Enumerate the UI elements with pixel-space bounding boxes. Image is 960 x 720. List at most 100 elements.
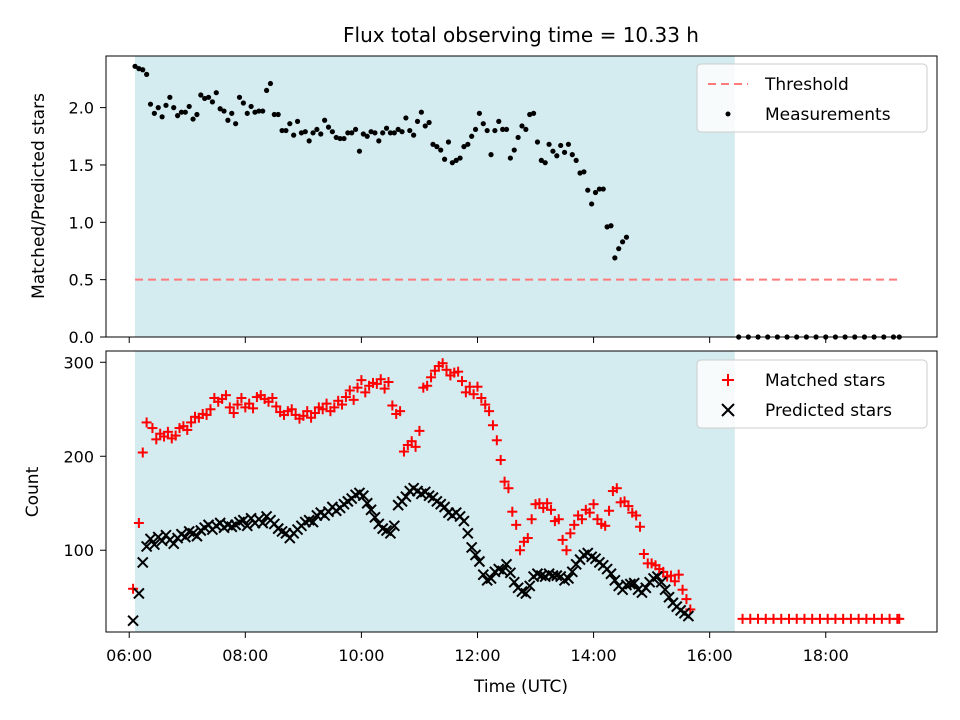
top-y-tick-label: 1.5	[69, 156, 94, 175]
predicted-star-stroke	[257, 517, 269, 529]
predicted-star-point	[551, 569, 563, 582]
predicted-star-stroke	[551, 569, 563, 582]
measurement-point	[403, 115, 409, 121]
predicted-star-point	[357, 490, 370, 502]
x-tick-label: 10:00	[338, 646, 384, 665]
matched-star-point	[414, 425, 425, 436]
top-axes-frame	[105, 55, 938, 338]
top-y-ticks: 0.0 0.5 1.0 1.5 2.0	[69, 99, 106, 347]
measurement-point	[221, 108, 227, 114]
measurement-point	[256, 108, 262, 114]
measurement-point	[364, 133, 370, 139]
predicted-star-stroke	[140, 540, 153, 553]
matched-star-point	[484, 406, 495, 417]
predicted-star-point	[179, 531, 192, 543]
measurement-point	[151, 110, 157, 116]
measurement-point	[542, 160, 548, 166]
bottom-data-points	[127, 358, 905, 627]
predicted-star-point	[520, 587, 532, 600]
measurement-point	[325, 124, 332, 130]
predicted-star-point	[659, 584, 671, 596]
predicted-star-point	[257, 517, 269, 529]
top-y-tick-label: 2.0	[69, 99, 94, 118]
measurement-point	[465, 141, 471, 147]
measurement-point	[225, 117, 231, 123]
predicted-star-stroke	[535, 569, 548, 582]
bottom-legend: Matched stars Predicted stars	[696, 359, 928, 429]
predicted-star-stroke	[485, 572, 497, 585]
predicted-star-stroke	[137, 556, 149, 569]
predicted-star-stroke	[303, 514, 315, 526]
matched-star-point	[151, 434, 162, 445]
measurement-point	[383, 125, 390, 131]
top-x-ticks	[128, 337, 827, 343]
matched-star-point	[360, 387, 371, 398]
measurement-point	[461, 144, 467, 150]
matched-star-point	[352, 382, 363, 393]
predicted-star-stroke	[144, 533, 157, 545]
measurement-point	[573, 157, 579, 163]
predicted-star-stroke	[508, 576, 520, 588]
measurement-point	[240, 100, 246, 106]
measurement-point	[318, 131, 324, 137]
matched-star-point	[565, 528, 576, 539]
predicted-star-point	[241, 520, 253, 532]
measurement-point	[496, 118, 502, 124]
measurement-point	[453, 157, 459, 163]
predicted-star-point	[640, 582, 652, 594]
matched-star-point	[561, 545, 572, 556]
matched-star-point	[348, 394, 359, 405]
measurement-point	[267, 80, 274, 87]
measurement-point	[236, 94, 243, 100]
measurement-point	[600, 186, 606, 192]
matched-star-point	[507, 506, 518, 517]
predicted-star-stroke	[609, 574, 621, 587]
predicted-star-stroke	[241, 520, 253, 532]
matched-star-point	[631, 510, 642, 521]
predicted-star-point	[168, 537, 180, 550]
predicted-star-stroke	[566, 566, 578, 578]
predicted-star-point	[458, 515, 470, 527]
predicted-star-stroke	[183, 525, 195, 538]
measurement-point	[314, 126, 320, 133]
measurement-point	[329, 129, 335, 135]
matched-star-point	[604, 505, 615, 516]
measurement-point	[507, 155, 513, 161]
matched-star-point	[387, 400, 398, 411]
measurement-point	[294, 118, 301, 124]
predicted-star-stroke	[156, 535, 168, 547]
predicted-star-stroke	[276, 525, 288, 538]
measurement-point	[186, 103, 192, 110]
matched-star-point	[236, 392, 247, 403]
measurement-point	[310, 130, 316, 136]
measurement-point	[434, 144, 440, 150]
measurement-point	[244, 110, 250, 116]
predicted-star-stroke	[168, 537, 180, 550]
measurement-point	[322, 117, 328, 123]
predicted-star-stroke	[640, 582, 652, 594]
measurement-point	[503, 126, 510, 133]
matched-star-point	[584, 507, 595, 518]
matched-star-point	[611, 483, 622, 494]
measurement-point	[407, 127, 413, 134]
predicted-star-stroke	[493, 563, 505, 575]
measurement-point	[387, 130, 394, 136]
measurement-point	[484, 127, 490, 134]
predicted-star-stroke	[237, 514, 250, 526]
predicted-star-stroke	[365, 504, 377, 516]
measurement-point	[500, 126, 506, 133]
bottom-axes-frame	[105, 350, 938, 633]
matched-star-point	[588, 499, 599, 510]
measurement-point	[616, 246, 622, 252]
predicted-star-stroke	[469, 549, 482, 561]
measurement-point	[418, 109, 424, 115]
matched-star-point	[128, 583, 139, 594]
predicted-star-stroke	[655, 576, 667, 588]
measurement-point	[229, 110, 235, 116]
matched-star-point	[201, 409, 212, 420]
matched-star-point	[228, 408, 239, 419]
predicted-star-stroke	[651, 570, 664, 583]
matched-star-point	[515, 545, 526, 556]
matched-star-point	[491, 435, 502, 446]
